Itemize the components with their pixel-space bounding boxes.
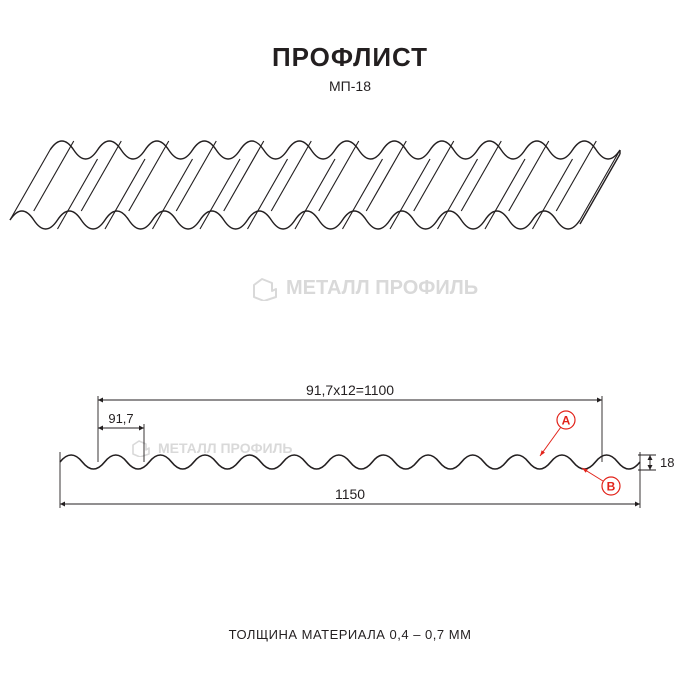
markers: AB — [540, 411, 620, 495]
isometric-view — [10, 141, 620, 229]
diagram-canvas: AB — [0, 0, 700, 700]
marker-b: B — [607, 480, 616, 494]
dimension-height: 18 — [660, 455, 674, 470]
dimension-total: 1150 — [335, 486, 365, 502]
dimension-pitch: 91,7 — [108, 411, 133, 426]
dimension-span-top: 91,7x12=1100 — [306, 382, 394, 398]
marker-a: A — [562, 414, 571, 428]
profile-view — [60, 455, 640, 469]
material-thickness-note: ТОЛЩИНА МАТЕРИАЛА 0,4 – 0,7 ММ — [0, 627, 700, 642]
